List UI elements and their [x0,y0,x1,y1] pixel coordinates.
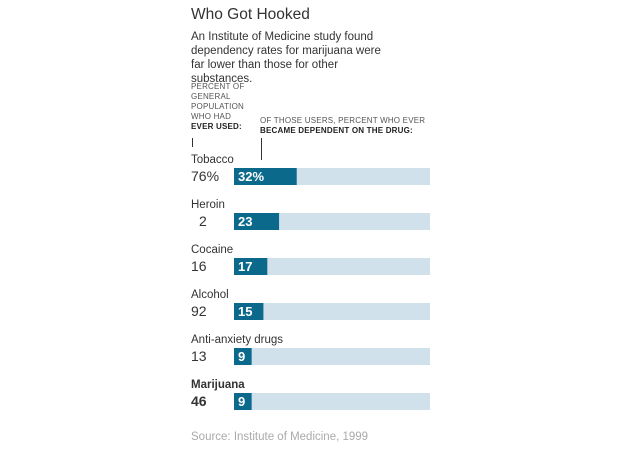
dependent-bar-anti-anxiety-drugs [234,348,252,365]
ever-used-value-alcohol: 92 [191,303,207,319]
bar-track-cocaine [234,258,430,275]
bar-track-marijuana [234,393,430,410]
dependent-bar-cocaine [234,258,268,275]
dependent-header: OF THOSE USERS, PERCENT WHO EVER BECAME … [260,116,440,136]
dependent-bar-heroin [234,213,280,230]
ever-used-pointer-line [192,138,193,147]
ever-used-header-text: PERCENT OF GENERAL POPULATION WHO HAD [191,82,245,121]
bar-track-heroin [234,213,430,230]
ever-used-value-marijuana: 46 [191,393,207,409]
ever-used-value-tobacco: 76% [191,168,219,184]
dependent-value-anti-anxiety-drugs: 9 [238,349,245,364]
category-label-heroin: Heroin [191,199,225,211]
dependent-bar-marijuana [234,393,252,410]
dependent-value-marijuana: 9 [238,394,245,409]
chart-title: Who Got Hooked [191,6,310,23]
dependent-bar-tobacco [234,168,297,185]
category-label-alcohol: Alcohol [191,289,229,301]
dependent-pointer-line [261,138,262,160]
dependent-header-bold: BECAME DEPENDENT ON THE DRUG: [260,126,413,135]
chart-subtitle: An Institute of Medicine study found dep… [191,31,381,85]
dependent-value-cocaine: 17 [238,259,252,274]
category-label-cocaine: Cocaine [191,244,233,256]
category-label-tobacco: Tobacco [191,154,234,166]
dependent-value-tobacco: 32% [238,169,264,184]
ever-used-header: PERCENT OF GENERAL POPULATION WHO HAD EV… [191,82,261,132]
category-label-anti-anxiety-drugs: Anti-anxiety drugs [191,334,283,346]
ever-used-value-anti-anxiety-drugs: 13 [191,348,207,364]
category-label-marijuana: Marijuana [191,379,245,391]
dependent-header-text: OF THOSE USERS, PERCENT WHO EVER [260,116,426,125]
dependent-value-alcohol: 15 [238,304,252,319]
bar-track-anti-anxiety-drugs [234,348,430,365]
source-note: Source: Institute of Medicine, 1999 [191,431,369,443]
bar-track-alcohol [234,303,430,320]
dependent-value-heroin: 23 [238,214,252,229]
ever-used-value-heroin: 2 [199,213,207,229]
ever-used-header-bold: EVER USED: [191,122,242,131]
ever-used-value-cocaine: 16 [191,258,207,274]
dependent-bar-alcohol [234,303,264,320]
